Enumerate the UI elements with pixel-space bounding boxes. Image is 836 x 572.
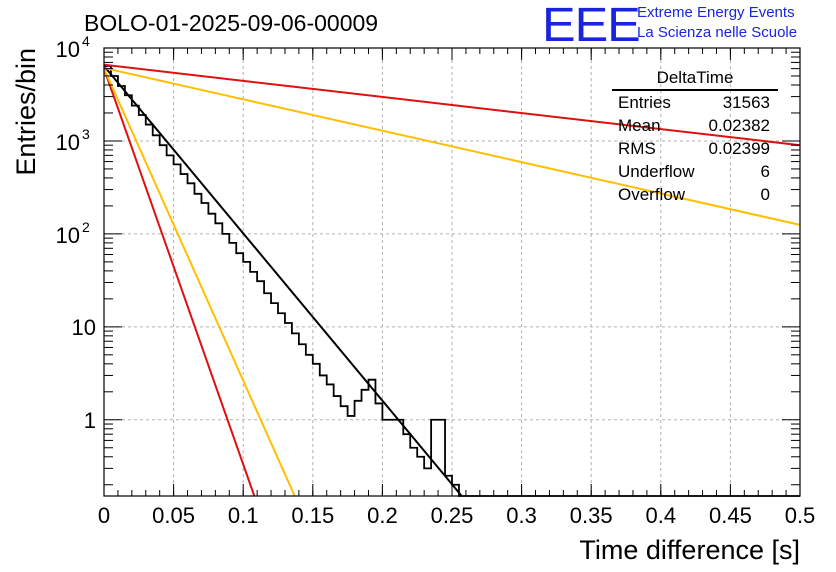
stats-value: 0.02399	[708, 139, 770, 158]
curve-red-shallow	[103, 63, 801, 147]
x-tick-label: 0.5	[785, 503, 816, 528]
stats-label: RMS	[618, 139, 656, 158]
stats-value: 31563	[722, 93, 770, 112]
logo-line-2: La Scienza nelle Scuole	[637, 24, 798, 41]
x-tick-label: 0.35	[570, 503, 613, 528]
x-tick-label: 0.1	[228, 503, 259, 528]
y-tick-label-base: 10	[56, 223, 80, 248]
stats-box: DeltaTime Entries 31563 Mean 0.02382 RMS…	[612, 68, 778, 206]
stats-label: Underflow	[618, 162, 695, 181]
stats-row-underflow: Underflow 6	[612, 160, 778, 183]
y-tick-label-base: 10	[56, 130, 80, 155]
stats-value: 6	[760, 162, 770, 181]
x-tick-label: 0.15	[291, 503, 334, 528]
x-tick-label: 0.45	[709, 503, 752, 528]
curve-red-steep	[103, 68, 256, 497]
y-tick-label-exponent: 4	[82, 33, 90, 49]
stats-row-mean: Mean 0.02382	[612, 114, 778, 137]
curve-yellow-steep	[103, 68, 296, 497]
chart-title: BOLO-01-2025-09-06-00009	[84, 10, 379, 36]
y-tick-label: 10	[72, 315, 96, 340]
stats-title: DeltaTime	[612, 68, 778, 91]
x-axis-label: Time difference [s]	[579, 535, 800, 565]
stats-label: Mean	[618, 116, 661, 135]
y-tick-label: 1	[84, 408, 96, 433]
x-tick-label: 0.05	[152, 503, 195, 528]
x-tick-label: 0.25	[431, 503, 474, 528]
x-tick-label: 0.4	[646, 503, 677, 528]
stats-row-entries: Entries 31563	[612, 91, 778, 114]
x-tick-label: 0.3	[506, 503, 537, 528]
curve-yellow-shallow	[103, 66, 801, 226]
y-tick-label-base: 10	[56, 37, 80, 62]
y-axis-label: Entries/bin	[11, 48, 41, 176]
axes	[103, 47, 801, 497]
stats-value: 0.02382	[708, 116, 770, 135]
stats-row-overflow: Overflow 0	[612, 183, 778, 206]
curve-fit	[103, 65, 463, 497]
stats-label: Entries	[618, 93, 671, 112]
stats-row-rms: RMS 0.02399	[612, 137, 778, 160]
stats-label: Overflow	[618, 185, 686, 204]
x-tick-label: 0.2	[367, 503, 398, 528]
tick-labels: 0 0.05 0.1 0.15 0.2 0.25 0.3 0.35 0.4 0.45 0.5 1 10 1…	[56, 33, 816, 528]
curves	[103, 63, 801, 497]
eee-logo: EEE	[542, 0, 641, 52]
x-tick-label: 0	[98, 503, 110, 528]
y-tick-label-exponent: 2	[82, 219, 90, 235]
stats-value: 0	[760, 185, 770, 204]
logo-line-1: Extreme Energy Events	[637, 4, 795, 21]
y-tick-label-exponent: 3	[82, 126, 90, 142]
